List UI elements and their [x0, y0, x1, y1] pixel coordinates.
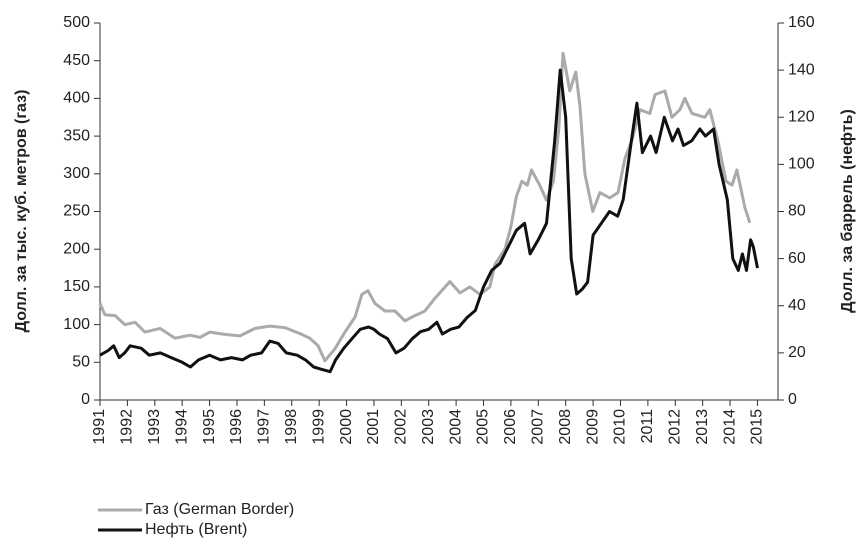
y2-tick-label: 40	[788, 297, 806, 314]
series-line	[99, 68, 759, 374]
y2-tick-label: 80	[788, 203, 806, 220]
y-tick-label: 500	[63, 14, 90, 31]
y-tick-label: 300	[63, 165, 90, 182]
y2-tick-label: 140	[788, 61, 815, 78]
y2-axis-label: Долл. за баррель (нефть)	[839, 109, 856, 313]
x-tick-label: 2005	[475, 409, 492, 445]
x-tick-label: 2009	[584, 409, 601, 445]
y-tick-label: 400	[63, 90, 90, 107]
y2-tick-label: 20	[788, 344, 806, 361]
x-tick-label: 2015	[749, 409, 766, 445]
y-tick-label: 50	[72, 354, 90, 371]
series-line	[98, 51, 752, 363]
x-tick-label: 2004	[447, 409, 464, 445]
x-tick-label: 2013	[694, 409, 711, 445]
x-tick-label: 2001	[365, 409, 382, 445]
y2-tick-label: 0	[788, 391, 797, 408]
x-tick-label: 2006	[502, 409, 519, 445]
y-tick-label: 200	[63, 240, 90, 257]
x-tick-label: 1994	[173, 409, 190, 445]
y2-tick-label: 60	[788, 250, 806, 267]
x-tick-label: 1993	[146, 409, 163, 445]
y-tick-label: 250	[63, 203, 90, 220]
legend-label: Нефть (Brent)	[145, 521, 247, 538]
x-tick-label: 2011	[639, 409, 656, 444]
y2-tick-label: 120	[788, 108, 815, 125]
y-tick-label: 450	[63, 52, 90, 69]
x-tick-label: 2008	[557, 409, 574, 445]
x-tick-label: 1996	[228, 409, 245, 445]
y-tick-label: 350	[63, 127, 90, 144]
x-tick-label: 2002	[393, 409, 410, 445]
x-tick-label: 2010	[612, 409, 629, 445]
y-tick-label: 150	[63, 278, 90, 295]
x-tick-label: 2014	[721, 409, 738, 445]
y-tick-label: 100	[63, 316, 90, 333]
y2-tick-label: 100	[788, 156, 815, 173]
x-tick-label: 1995	[201, 409, 218, 445]
x-tick-label: 1997	[256, 409, 273, 445]
x-tick-label: 2012	[666, 409, 683, 445]
x-tick-label: 2003	[420, 409, 437, 445]
x-tick-label: 2007	[530, 409, 547, 445]
y2-tick-label: 160	[788, 14, 815, 31]
x-tick-label: 1999	[310, 409, 327, 445]
x-tick-label: 2000	[338, 409, 355, 445]
x-tick-label: 1998	[283, 409, 300, 445]
y-axis-label: Долл. за тыс. куб. метров (газ)	[13, 90, 30, 333]
legend-label: Газ (German Border)	[145, 501, 294, 518]
x-tick-label: 1991	[91, 409, 108, 445]
x-tick-label: 1992	[119, 409, 136, 445]
y-tick-label: 0	[81, 391, 90, 408]
